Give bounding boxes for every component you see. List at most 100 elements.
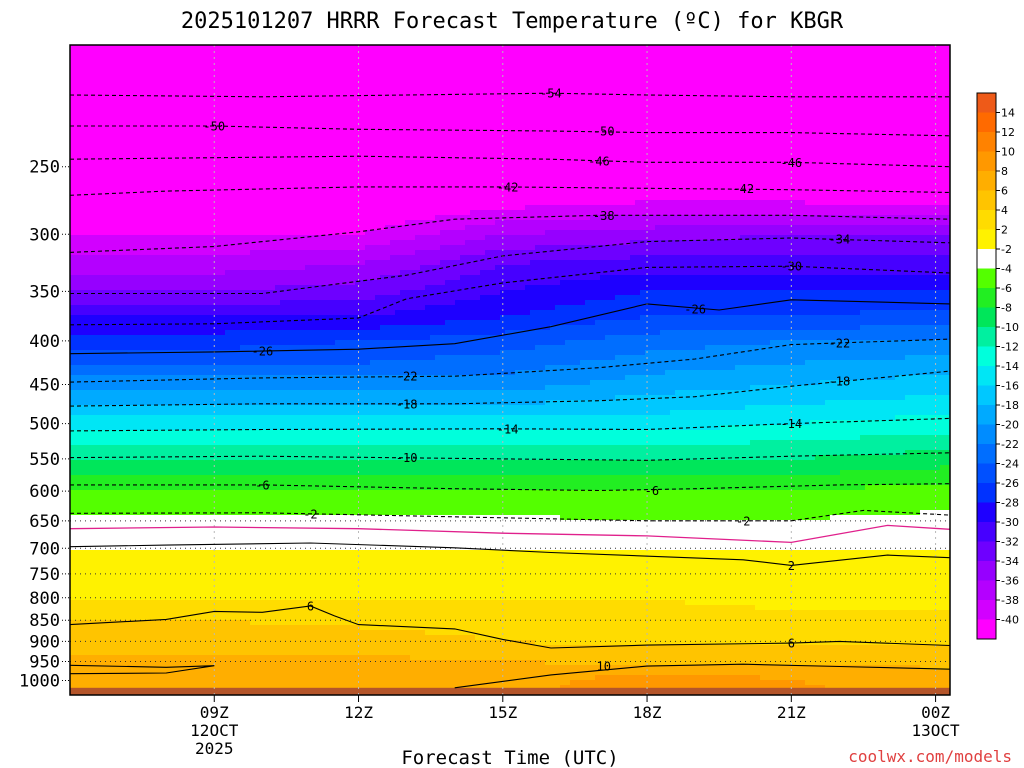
field-cell bbox=[125, 45, 131, 51]
field-cell bbox=[240, 585, 246, 591]
field-cell bbox=[90, 485, 96, 491]
field-cell bbox=[125, 600, 131, 606]
field-cell bbox=[200, 680, 206, 686]
field-cell bbox=[235, 205, 241, 211]
field-cell bbox=[155, 65, 161, 71]
field-cell bbox=[175, 260, 181, 266]
field-cell bbox=[70, 150, 76, 156]
field-cell bbox=[90, 460, 96, 466]
field-cell bbox=[190, 660, 196, 666]
field-cell bbox=[220, 105, 226, 111]
field-cell bbox=[165, 415, 171, 421]
field-cell bbox=[255, 505, 261, 511]
field-cell bbox=[220, 405, 226, 411]
field-cell bbox=[70, 590, 76, 596]
field-cell bbox=[215, 495, 221, 501]
field-cell bbox=[135, 460, 141, 466]
field-cell bbox=[140, 105, 146, 111]
field-cell bbox=[190, 620, 196, 626]
field-cell bbox=[215, 140, 221, 146]
field-cell bbox=[95, 550, 101, 556]
field-cell bbox=[125, 420, 131, 426]
field-cell bbox=[150, 415, 156, 421]
field-cell bbox=[185, 655, 191, 661]
field-cell bbox=[150, 240, 156, 246]
field-cell bbox=[165, 270, 171, 276]
field-cell bbox=[160, 90, 166, 96]
field-cell bbox=[185, 495, 191, 501]
field-cell bbox=[80, 225, 86, 231]
field-cell bbox=[175, 475, 181, 481]
field-cell bbox=[155, 145, 161, 151]
field-cell bbox=[140, 265, 146, 271]
field-cell bbox=[215, 105, 221, 111]
field-cell bbox=[240, 180, 246, 186]
field-cell bbox=[135, 210, 141, 216]
field-cell bbox=[100, 540, 106, 546]
field-cell bbox=[185, 185, 191, 191]
field-cell bbox=[200, 450, 206, 456]
field-cell bbox=[235, 135, 241, 141]
field-cell bbox=[170, 620, 176, 626]
field-cell bbox=[80, 650, 86, 656]
field-cell bbox=[215, 170, 221, 176]
field-cell bbox=[255, 305, 261, 311]
field-cell bbox=[245, 305, 251, 311]
field-cell bbox=[205, 560, 211, 566]
field-cell bbox=[160, 625, 166, 631]
field-cell bbox=[125, 655, 131, 661]
field-cell bbox=[255, 570, 261, 576]
field-cell bbox=[145, 660, 151, 666]
field-cell bbox=[180, 285, 186, 291]
field-cell bbox=[235, 160, 241, 166]
field-cell bbox=[130, 75, 136, 81]
field-cell bbox=[95, 505, 101, 511]
field-cell bbox=[100, 345, 106, 351]
field-cell bbox=[250, 165, 256, 171]
field-cell bbox=[190, 275, 196, 281]
field-cell bbox=[160, 490, 166, 496]
field-cell bbox=[225, 570, 231, 576]
field-cell bbox=[175, 75, 181, 81]
field-cell bbox=[195, 160, 201, 166]
field-cell bbox=[100, 330, 106, 336]
field-cell bbox=[175, 450, 181, 456]
field-cell bbox=[155, 300, 161, 306]
field-cell bbox=[170, 165, 176, 171]
field-cell bbox=[110, 535, 116, 541]
field-cell bbox=[215, 85, 221, 91]
field-cell bbox=[155, 265, 161, 271]
field-cell bbox=[70, 340, 76, 346]
field-cell bbox=[125, 345, 131, 351]
field-cell bbox=[125, 645, 131, 651]
field-cell bbox=[160, 225, 166, 231]
field-cell bbox=[250, 430, 256, 436]
field-cell bbox=[165, 505, 171, 511]
field-cell bbox=[70, 490, 76, 496]
field-cell bbox=[85, 180, 91, 186]
field-cell bbox=[115, 300, 121, 306]
field-cell bbox=[220, 205, 226, 211]
field-cell bbox=[105, 80, 111, 86]
field-cell bbox=[120, 60, 126, 66]
field-cell bbox=[125, 360, 131, 366]
field-cell bbox=[195, 670, 201, 676]
field-cell bbox=[160, 195, 166, 201]
field-cell bbox=[145, 155, 151, 161]
field-cell bbox=[70, 255, 76, 261]
field-cell bbox=[75, 180, 81, 186]
field-cell bbox=[220, 485, 226, 491]
field-cell bbox=[190, 565, 196, 571]
field-cell bbox=[200, 260, 206, 266]
field-cell bbox=[80, 530, 86, 536]
field-cell bbox=[140, 570, 146, 576]
field-cell bbox=[225, 260, 231, 266]
field-cell bbox=[190, 145, 196, 151]
field-cell bbox=[95, 380, 101, 386]
field-cell bbox=[245, 170, 251, 176]
field-cell bbox=[130, 275, 136, 281]
field-cell bbox=[160, 535, 166, 541]
field-cell bbox=[105, 75, 111, 81]
field-cell bbox=[80, 660, 86, 666]
field-cell bbox=[135, 610, 141, 616]
